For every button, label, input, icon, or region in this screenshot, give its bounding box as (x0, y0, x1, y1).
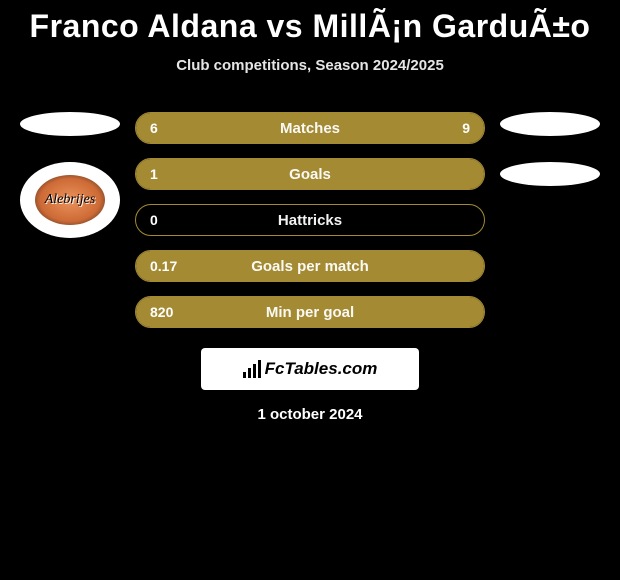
stat-row: 6 Matches 9 (135, 112, 485, 144)
brand-text: FcTables.com (265, 359, 378, 379)
stat-row: 0.17 Goals per match (135, 250, 485, 282)
comparison-card: Franco Aldana vs MillÃ¡n GarduÃ±o Club c… (0, 0, 620, 423)
stat-right-value: 9 (462, 120, 470, 136)
stat-row: 0 Hattricks (135, 204, 485, 236)
stats-column: 6 Matches 9 1 Goals 0 Hattricks 0.17 Goals per m… (135, 112, 485, 328)
avatar-placeholder-right (500, 112, 600, 136)
stat-label: Goals (289, 166, 331, 183)
subtitle: Club competitions, Season 2024/2025 (10, 57, 610, 74)
stat-label: Hattricks (278, 212, 342, 229)
avatar-placeholder-left (20, 112, 120, 136)
badge-label: Alebrijes (45, 192, 96, 208)
right-player-column (495, 112, 605, 186)
stat-left-value: 0.17 (150, 258, 177, 274)
brand-badge[interactable]: FcTables.com (201, 348, 419, 390)
page-title: Franco Aldana vs MillÃ¡n GarduÃ±o (10, 8, 610, 45)
stat-label: Matches (280, 120, 340, 137)
stat-left-value: 820 (150, 304, 173, 320)
bars-icon (243, 360, 261, 378)
stat-left-value: 0 (150, 212, 158, 228)
stat-label: Goals per match (251, 258, 369, 275)
stat-row: 1 Goals (135, 158, 485, 190)
club-badge-right-placeholder (500, 162, 600, 186)
stat-left-value: 1 (150, 166, 158, 182)
left-player-column: Alebrijes (15, 112, 125, 238)
stat-left-value: 6 (150, 120, 158, 136)
stat-label: Min per goal (266, 304, 354, 321)
date-text: 1 october 2024 (10, 406, 610, 423)
club-badge-left: Alebrijes (20, 162, 120, 238)
stat-row: 820 Min per goal (135, 296, 485, 328)
compare-area: Alebrijes 6 Matches 9 1 Goals 0 Hattricks 0.17 G… (10, 112, 610, 328)
